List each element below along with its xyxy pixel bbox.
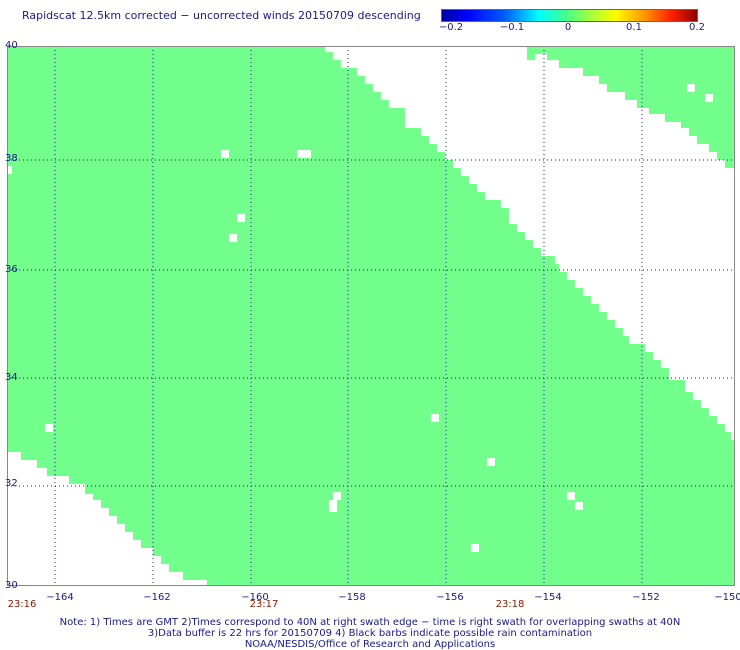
lat-label: 34 [5,372,18,383]
data-gap [237,214,245,222]
time-label: 23:17 [249,599,279,610]
lon-label: −164 [46,592,74,603]
grid [7,46,735,586]
colorbar-label: 0.2 [689,22,705,33]
map-frame [7,46,735,586]
data-gap [567,492,575,500]
data-gap [487,458,495,466]
data-gap [229,234,237,242]
data-gap [297,150,311,158]
lon-label: −160 [241,592,269,603]
colorbar-label: −0.2 [438,22,464,33]
lon-label: −158 [338,592,366,603]
time-label: 23:16 [7,599,37,610]
data-gap [687,84,695,92]
data-gap [221,150,229,158]
data-gap [705,94,713,102]
data-gap [575,502,583,510]
lat-label: 36 [5,264,18,275]
lat-label: 40 [5,40,18,51]
note-line-3: NOAA/NESDIS/Office of Research and Appli… [244,639,496,650]
lon-label: −162 [143,592,171,603]
lon-label: −156 [436,592,464,603]
lon-label: −154 [534,592,562,603]
swath-left [7,46,735,586]
data-gap [7,166,12,174]
data-gap-group [7,84,713,552]
lat-label: 38 [5,153,18,164]
colorbar-label: 0 [564,22,572,33]
lat-label: 32 [5,478,18,489]
data-gap [431,414,439,422]
data-gap [45,424,53,432]
lat-label: 30 [5,580,18,591]
colorbar [441,9,698,22]
time-label: 23:18 [495,599,525,610]
data-gap [333,492,341,500]
lon-label: −150 [714,592,740,603]
swath-map [7,46,735,586]
note-line-2: 3)Data buffer is 22 hrs for 20150709 4) … [147,628,593,639]
colorbar-label: −0.1 [499,22,525,33]
swath-right [527,46,735,168]
data-gap [329,500,337,512]
data-gap [471,544,479,552]
note-line-1: Note: 1) Times are GMT 2)Times correspon… [59,617,681,628]
colorbar-label: 0.1 [626,22,642,33]
lon-label: −152 [632,592,660,603]
map-title: Rapidscat 12.5km corrected − uncorrected… [22,9,421,22]
